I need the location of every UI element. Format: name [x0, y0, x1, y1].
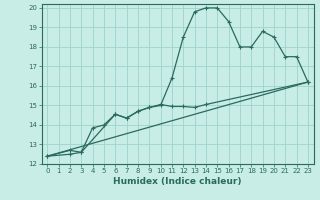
X-axis label: Humidex (Indice chaleur): Humidex (Indice chaleur) — [113, 177, 242, 186]
